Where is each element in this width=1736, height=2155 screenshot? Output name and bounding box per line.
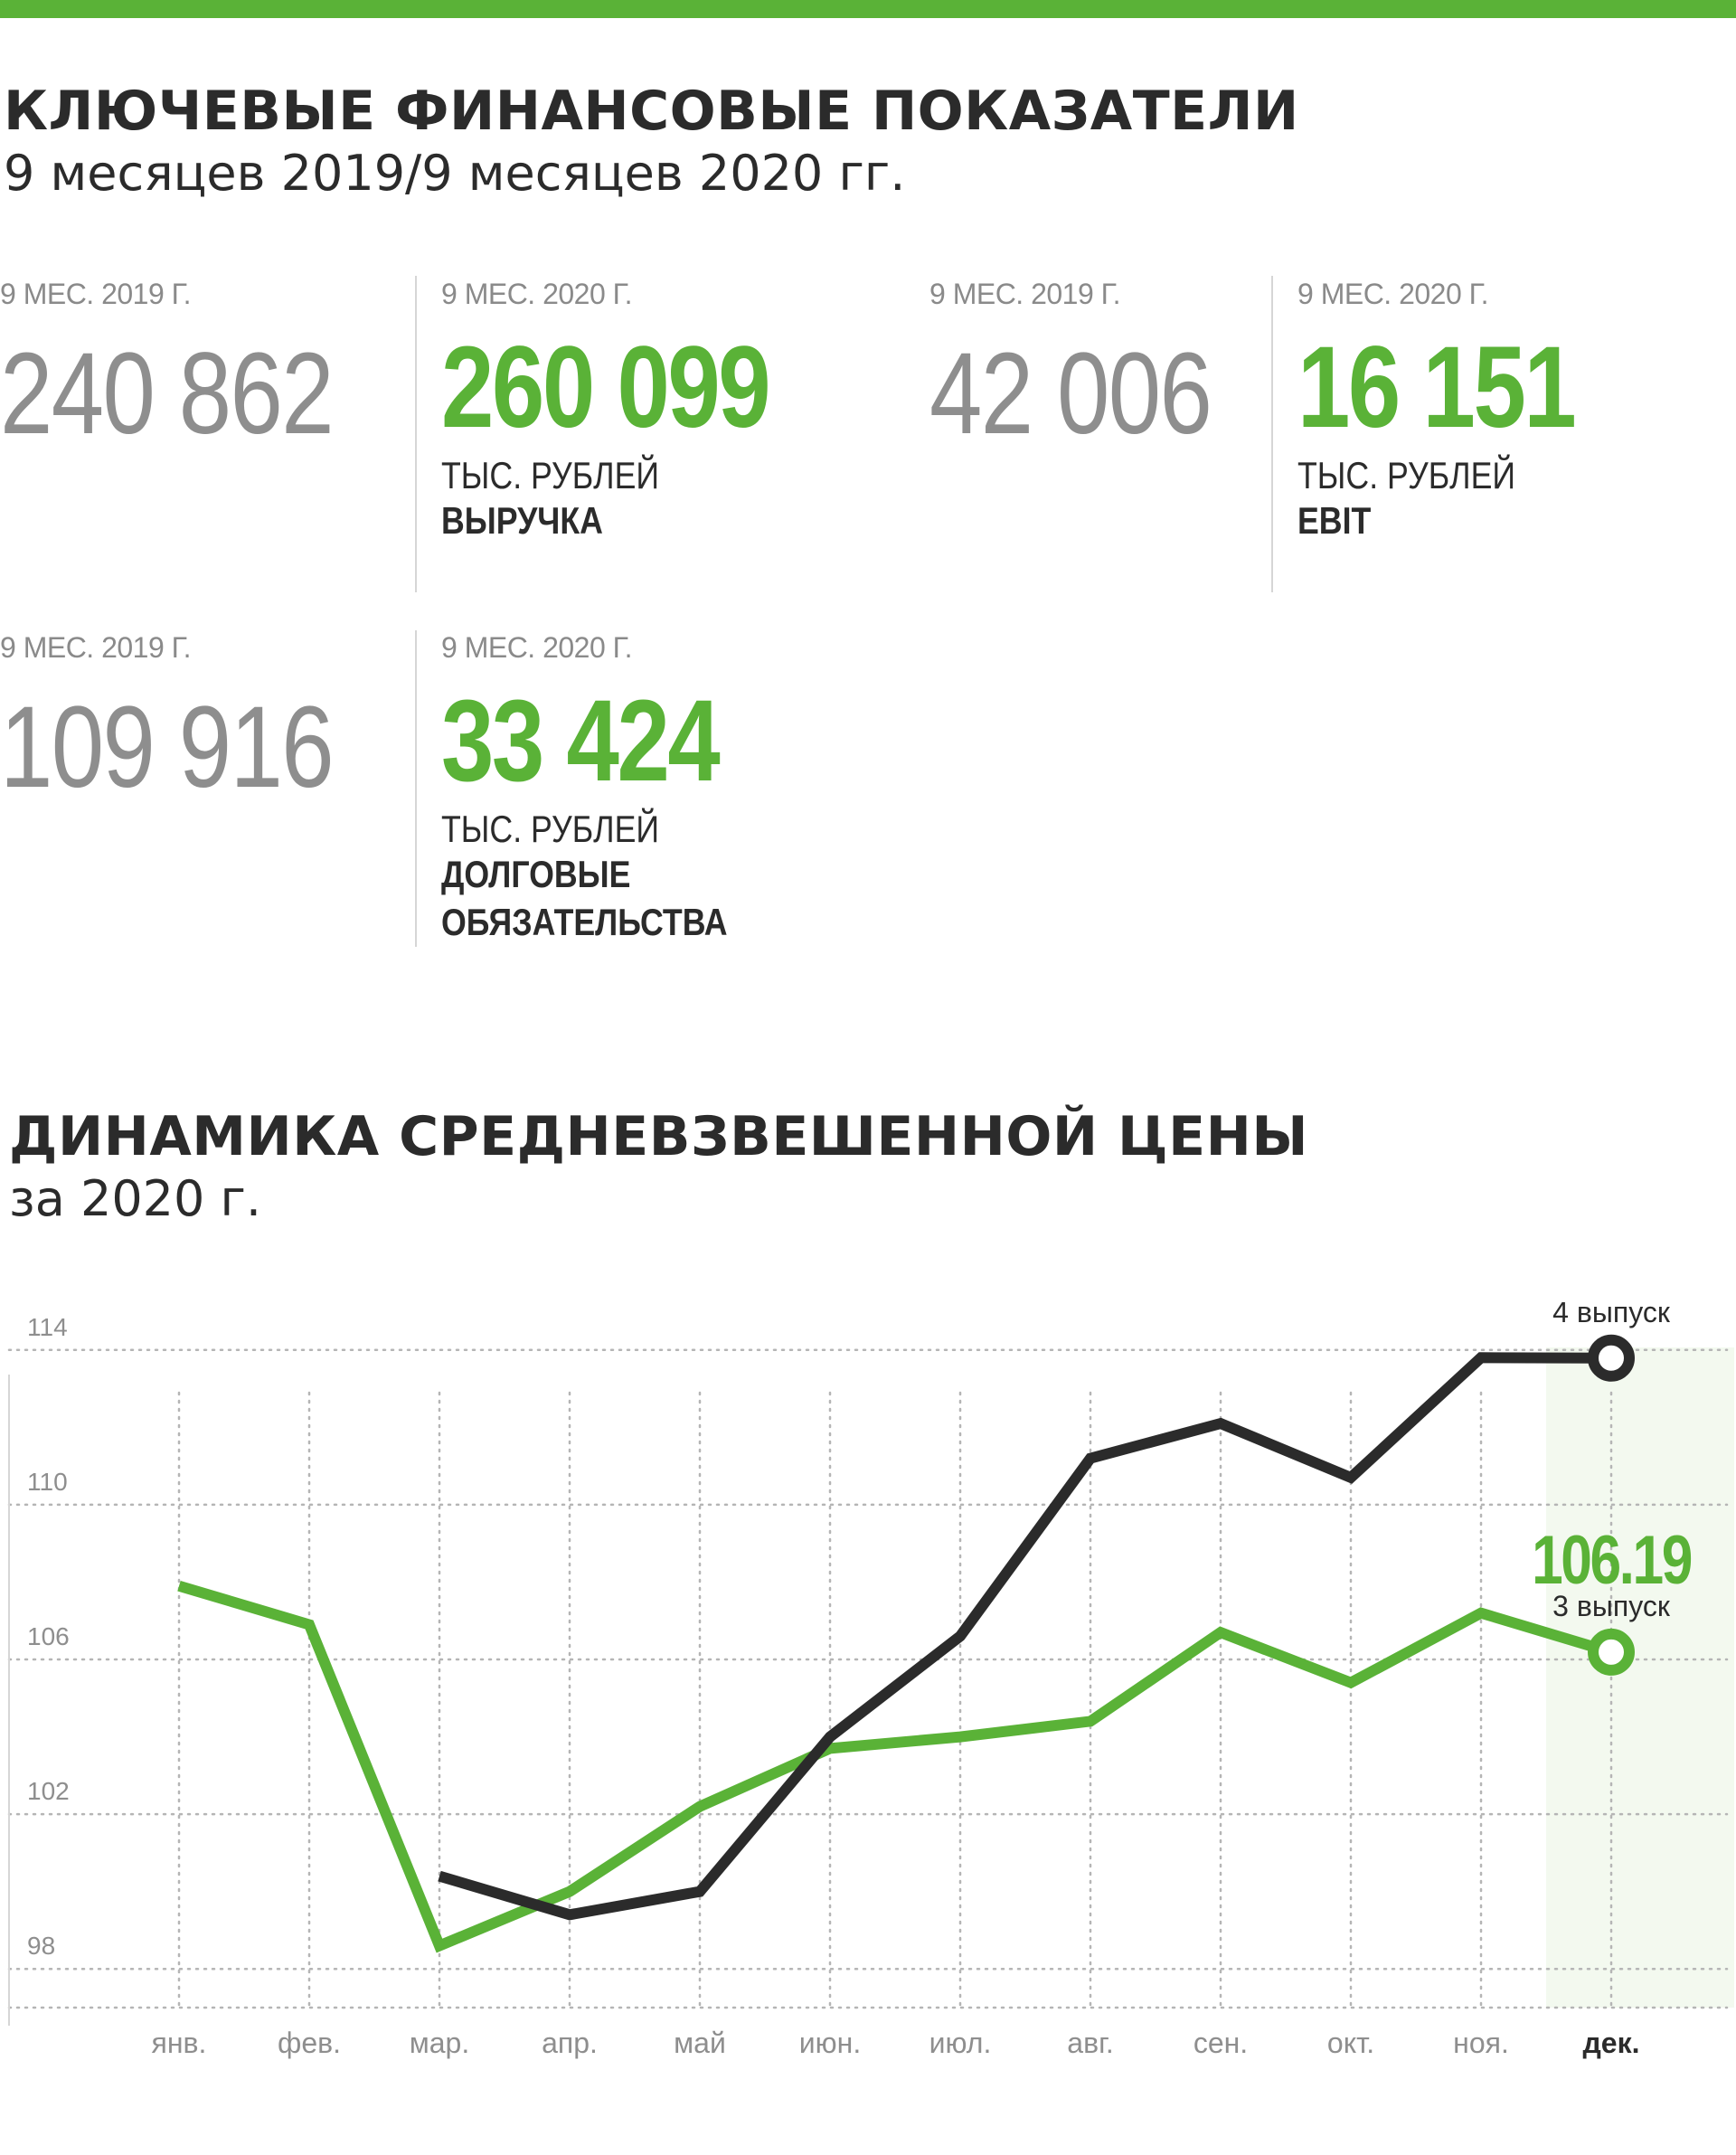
series-end-marker-2 xyxy=(1588,1334,1635,1382)
x-tick-label: авг. xyxy=(1067,2027,1113,2059)
series-line-2 xyxy=(438,1352,1612,1921)
kpi-ebit-unit: ТЫС. РУБЛЕЙ xyxy=(1297,454,1516,497)
kpi-revenue-new-period: 9 МЕС. 2020 Г. xyxy=(441,278,632,310)
x-tick-label: июл. xyxy=(929,2027,992,2059)
y-tick-label: 106 xyxy=(27,1622,70,1650)
kpi-revenue-new: 9 МЕС. 2020 Г. 260 099 ТЫС. РУБЛЕЙ ВЫРУЧ… xyxy=(441,278,841,545)
kpi-debt-metric-line1: ДОЛГОВЫЕ xyxy=(441,853,631,896)
kpi-revenue-metric: ВЫРУЧКА xyxy=(441,499,603,543)
kpi-debt-unit: ТЫС. РУБЛЕЙ xyxy=(441,808,660,851)
kpi-revenue-unit: ТЫС. РУБЛЕЙ xyxy=(441,454,660,497)
kpi-ebit-new: 9 МЕС. 2020 Г. 16 151 ТЫС. РУБЛЕЙ EBIT xyxy=(1297,278,1636,545)
kpi-debt-old: 9 МЕС. 2019 Г. 109 916 xyxy=(0,631,406,814)
kpi-divider xyxy=(415,276,417,592)
series-value-label-2: 113.79 xyxy=(1533,1302,1690,1304)
x-tick-label: июн. xyxy=(799,2027,861,2059)
series-name-label-1: 3 выпуск xyxy=(1552,1590,1671,1622)
chart-subtitle: за 2020 г. xyxy=(9,1170,262,1227)
kpi-ebit-new-period: 9 МЕС. 2020 Г. xyxy=(1297,278,1488,310)
kpi-ebit-old-period: 9 МЕС. 2019 Г. xyxy=(929,278,1120,310)
kpi-debt-new-value: 33 424 xyxy=(441,676,721,806)
kpi-revenue-old: 9 МЕС. 2019 Г. 240 862 xyxy=(0,278,406,460)
series-name-label-2: 4 выпуск xyxy=(1552,1302,1671,1328)
y-tick-label: 114 xyxy=(27,1313,68,1341)
kpi-debt-old-value: 109 916 xyxy=(0,683,335,812)
y-tick-label: 102 xyxy=(27,1777,70,1805)
x-tick-label: май xyxy=(674,2027,726,2059)
price-line-chart: 98 102 106 110 114 янв. фев. мар. апр. май июн. июл… xyxy=(7,1302,1734,2059)
kpi-revenue-old-value: 240 862 xyxy=(0,329,335,458)
series-line-1 xyxy=(177,1580,1613,1953)
highlight-band xyxy=(1546,1347,1734,2008)
x-tick-label: фев. xyxy=(278,2027,341,2059)
x-tick-label: апр. xyxy=(542,2027,598,2059)
x-tick-label: янв. xyxy=(152,2027,207,2059)
kpi-debt-metric-line2: ОБЯЗАТЕЛЬСТВА xyxy=(441,900,728,943)
kpi-debt-new-period: 9 МЕС. 2020 Г. xyxy=(441,631,632,664)
x-tick-label: дек. xyxy=(1582,2027,1639,2059)
series-end-marker-1 xyxy=(1588,1628,1635,1676)
kpi-divider xyxy=(1271,276,1273,592)
page-title: КЛЮЧЕВЫЕ ФИНАНСОВЫЕ ПОКАЗАТЕЛИ xyxy=(4,80,1299,143)
y-tick-label: 98 xyxy=(27,1932,55,1960)
top-accent-bar xyxy=(0,0,1736,18)
kpi-debt-old-period: 9 МЕС. 2019 Г. xyxy=(0,631,191,664)
kpi-divider xyxy=(415,630,417,947)
kpi-ebit-old-value: 42 006 xyxy=(929,329,1212,458)
series-value-label-1: 106.19 xyxy=(1532,1521,1692,1598)
x-tick-label: сен. xyxy=(1194,2027,1248,2059)
y-tick-label: 110 xyxy=(27,1468,68,1496)
page-subtitle: 9 месяцев 2019/9 месяцев 2020 гг. xyxy=(4,145,906,202)
kpi-revenue-old-period: 9 МЕС. 2019 Г. xyxy=(0,278,191,310)
kpi-debt-new: 9 МЕС. 2020 Г. 33 424 ТЫС. РУБЛЕЙ ДОЛГОВ… xyxy=(441,631,779,946)
kpi-revenue-new-value: 260 099 xyxy=(441,323,771,452)
x-tick-label: окт. xyxy=(1327,2027,1374,2059)
kpi-ebit-new-value: 16 151 xyxy=(1297,323,1577,452)
kpi-ebit-old: 9 МЕС. 2019 Г. 42 006 xyxy=(929,278,1273,460)
kpi-ebit-metric: EBIT xyxy=(1297,499,1372,543)
x-tick-label: мар. xyxy=(410,2027,469,2059)
chart-title: ДИНАМИКА СРЕДНЕВЗВЕШЕННОЙ ЦЕНЫ xyxy=(9,1105,1308,1168)
x-tick-label: ноя. xyxy=(1453,2027,1509,2059)
